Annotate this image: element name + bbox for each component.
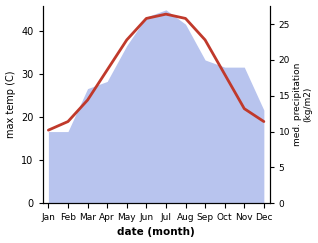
Y-axis label: med. precipitation
(kg/m2): med. precipitation (kg/m2): [293, 63, 313, 146]
X-axis label: date (month): date (month): [117, 227, 195, 237]
Y-axis label: max temp (C): max temp (C): [5, 71, 16, 138]
